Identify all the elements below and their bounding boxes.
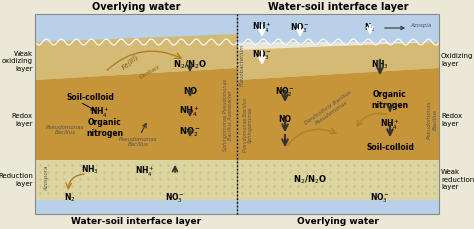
Text: NH$_4^+$: NH$_4^+$ [135,165,155,179]
Text: NH$_4^+$: NH$_4^+$ [90,106,110,120]
Text: Organic
nitrogen: Organic nitrogen [86,118,124,138]
Text: Overlying water: Overlying water [92,2,180,12]
Bar [35,14,237,42]
Text: Reduction
layer: Reduction layer [0,173,33,187]
Text: Azospora: Azospora [45,165,49,191]
Text: Water-soil interface layer: Water-soil interface layer [268,2,408,12]
Text: Geobacr: Geobacr [139,64,161,80]
Text: NO$_3^-$: NO$_3^-$ [252,48,272,62]
Text: Flavobacterium: Flavobacterium [239,44,245,86]
Text: NO: NO [183,87,197,96]
Text: NO$_3^-$: NO$_3^-$ [370,191,390,205]
Text: Fe(III): Fe(III) [120,53,140,71]
Text: NH$_3$: NH$_3$ [371,59,389,71]
Text: Pseudomonas
Bacillus: Pseudomonas Bacillus [119,137,157,147]
Text: NH$_4^+$: NH$_4^+$ [252,21,272,35]
Text: Azospia: Azospia [410,24,431,28]
Polygon shape [237,42,439,80]
Text: Soil-colloid: Soil-colloid [366,144,414,153]
Bar [237,14,439,214]
Bar [35,200,237,214]
Text: Oxidizing
layer: Oxidizing layer [441,53,474,67]
Text: NO$_3^-$: NO$_3^-$ [165,191,185,205]
Text: NO: NO [279,115,292,125]
Text: N$_2$/N$_2$O: N$_2$/N$_2$O [173,59,207,71]
Bar [237,14,439,42]
Text: N$_2$: N$_2$ [365,22,376,34]
Bar [237,160,439,200]
Text: N$_2$/N$_2$O: N$_2$/N$_2$O [293,174,327,186]
Text: NH$_4^+$: NH$_4^+$ [380,118,400,132]
Text: NO$_2^-$: NO$_2^-$ [179,125,201,139]
Text: Sphingomonas Pseudomonas
Bacillus Azotobacter: Sphingomonas Pseudomonas Bacillus Azotob… [223,79,233,151]
Text: Weak
reduction
layer: Weak reduction layer [441,169,474,191]
Text: Organic
nitrogen: Organic nitrogen [372,90,409,110]
Bar [35,14,237,214]
Polygon shape [35,34,237,80]
Text: Redox
layer: Redox layer [441,113,462,127]
Text: NH$_3$: NH$_3$ [81,164,99,176]
Text: NO$_3^-$: NO$_3^-$ [290,21,310,35]
Text: Soil-colloid: Soil-colloid [66,93,114,103]
Text: N$_2$: N$_2$ [64,192,76,204]
Text: NH$_4^+$: NH$_4^+$ [179,105,201,119]
Text: Water-soil interface layer: Water-soil interface layer [71,218,201,226]
Text: Overlying water: Overlying water [297,218,379,226]
Text: NO$_2^-$: NO$_2^-$ [275,85,295,99]
Text: Denitrothrix Bacillus
Pseudomonas: Denitrothrix Bacillus Pseudomonas [304,90,356,130]
Text: Pseudomonas
Bacillus: Pseudomonas Bacillus [427,101,438,139]
Bar [237,200,439,214]
Bar [35,160,237,200]
Text: Pseudomonas Bacillus
Sphingomonas: Pseudomonas Bacillus Sphingomonas [243,98,254,152]
Text: Weak
oxidizing
layer: Weak oxidizing layer [2,51,33,71]
Polygon shape [237,68,439,160]
Text: Pseudomonas
Bacillus: Pseudomonas Bacillus [46,125,84,135]
Text: Redox
layer: Redox layer [12,113,33,127]
Polygon shape [35,68,237,160]
